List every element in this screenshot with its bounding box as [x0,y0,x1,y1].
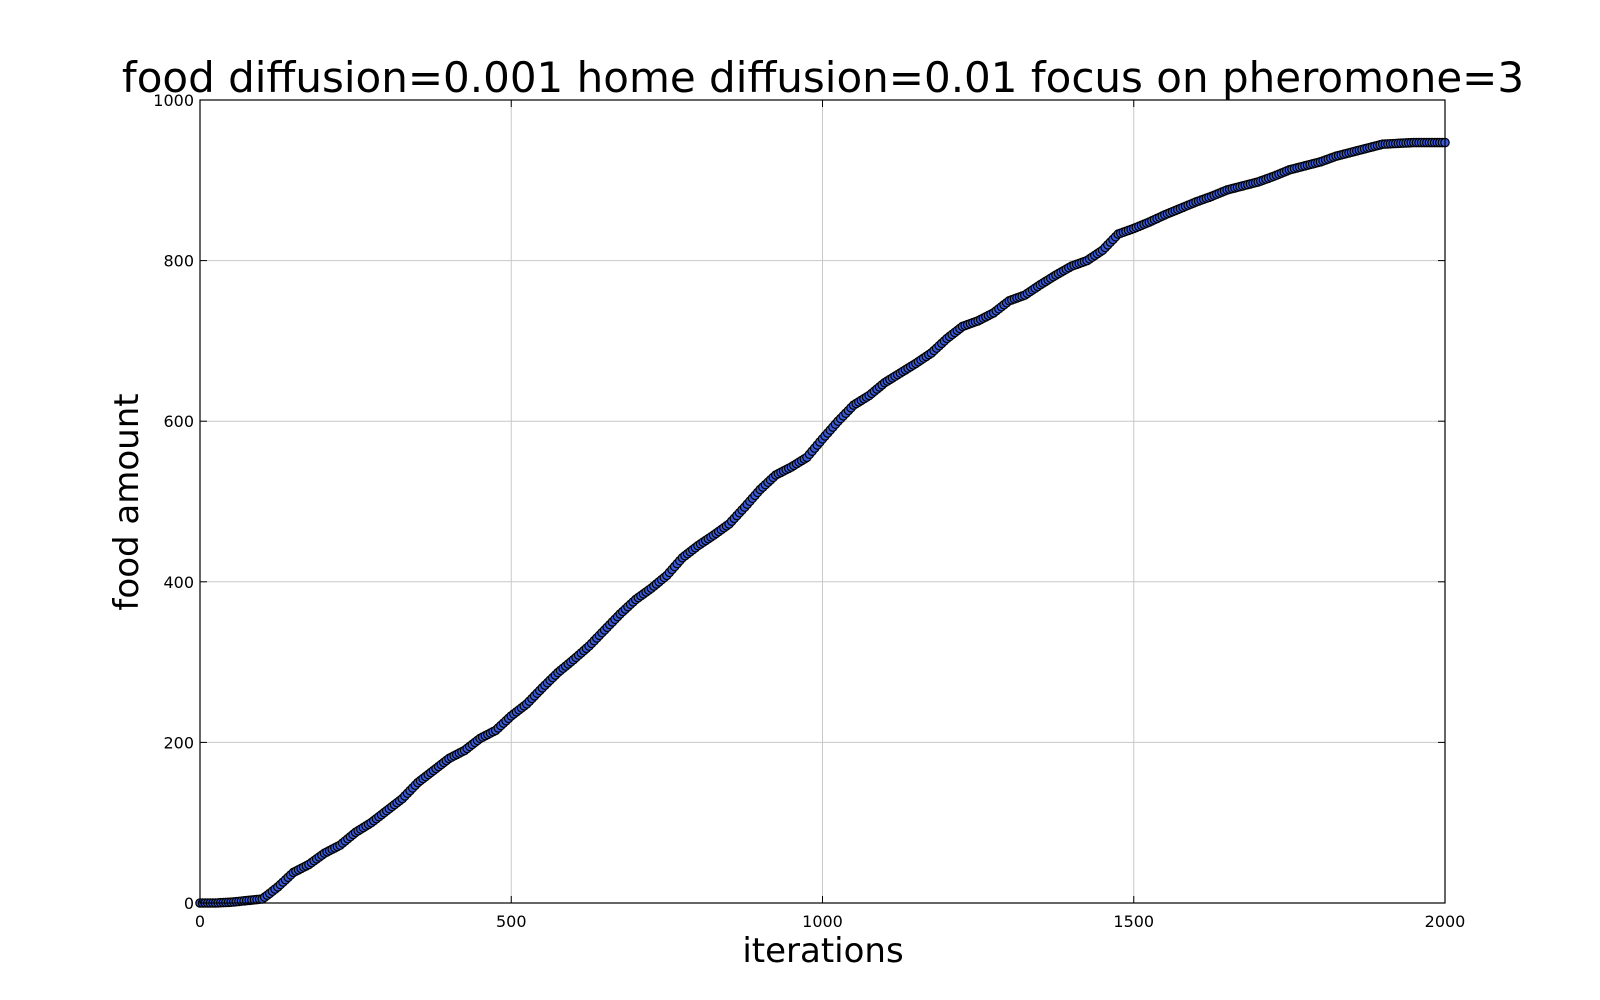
y-tick-label: 600 [163,412,194,431]
y-tick-label: 800 [163,252,194,271]
x-tick-label: 2000 [1425,912,1466,931]
x-tick-label: 500 [496,912,527,931]
axis-ticks: 0 500 1000 1500 2000 0 200 400 600 800 1000 [153,91,1465,931]
y-axis-label: food amount [107,393,147,610]
x-tick-label: 0 [195,912,205,931]
x-axis-label: iterations [742,931,903,971]
y-tick-label: 1000 [153,91,194,110]
x-tick-label: 1500 [1113,912,1154,931]
y-tick-label: 0 [184,894,194,913]
x-tick-label: 1000 [802,912,843,931]
y-tick-label: 200 [163,733,194,752]
grid-lines [200,100,1445,903]
y-tick-label: 400 [163,573,194,592]
chart-title: food diffusion=0.001 home diffusion=0.01… [122,53,1524,102]
data-points [195,137,1450,908]
